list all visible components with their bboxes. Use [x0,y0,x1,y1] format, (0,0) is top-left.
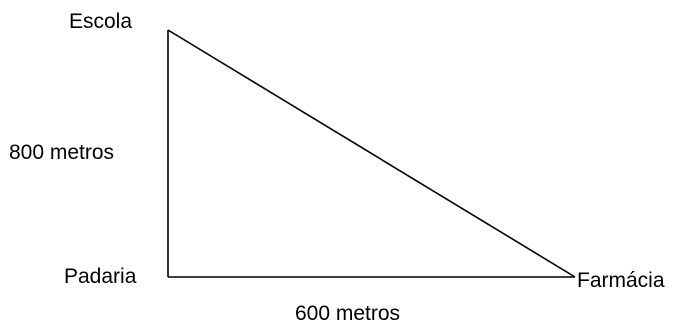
vertex-label-farmacia: Farmácia [577,269,665,292]
vertex-label-escola: Escola [69,10,132,33]
side-label-horizontal: 600 metros [295,302,400,325]
hypotenuse-escola-farmacia [167,29,576,278]
vertex-label-padaria: Padaria [64,265,137,288]
side-label-vertical: 800 metros [9,141,114,164]
